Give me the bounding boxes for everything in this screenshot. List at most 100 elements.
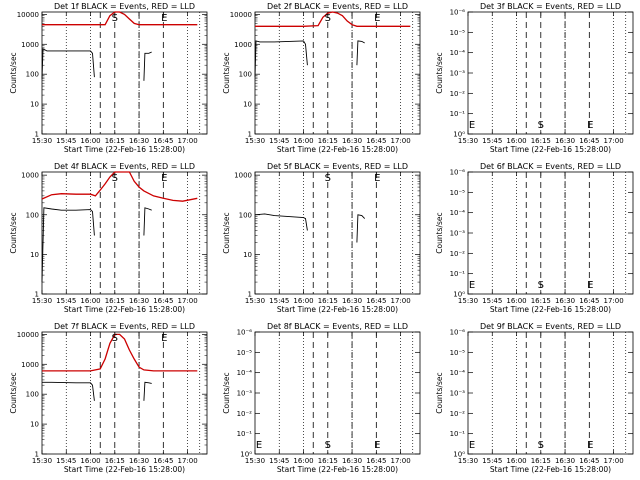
x-tick-label: 16:00	[506, 457, 526, 465]
plot-frame	[254, 11, 421, 135]
y-tick-label: 10⁻⁶	[450, 9, 466, 17]
y-axis-label: Counts/sec	[435, 52, 444, 93]
y-tick-label: 1000	[21, 172, 39, 180]
y-tick-label: 10⁻¹	[450, 110, 466, 118]
y-tick-label: 10⁻⁴	[450, 369, 466, 377]
events-series-line	[254, 213, 308, 231]
start-marker: S	[538, 280, 544, 291]
x-tick-label: 16:45	[366, 457, 386, 465]
x-tick-label: 16:15	[318, 297, 338, 305]
x-tick-label: 16:00	[80, 137, 100, 145]
x-tick-label: 16:45	[579, 457, 599, 465]
x-tick-label: 15:45	[269, 457, 289, 465]
y-tick-label: 10000	[230, 11, 252, 19]
y-tick-label: 10	[243, 251, 252, 259]
lld-series-line	[42, 333, 198, 372]
x-tick-label: 17:00	[603, 297, 623, 305]
plot-frame	[41, 331, 208, 455]
y-tick-label: 10⁻²	[237, 410, 253, 418]
y-tick-label: 1000	[21, 41, 39, 49]
x-axis-label: Start Time (22-Feb-16 15:28:00)	[64, 145, 185, 154]
y-axis-label: Counts/sec	[9, 52, 18, 93]
panel-4: Det 4f BLACK = Events, RED = LLD 15:30 15:…	[9, 162, 208, 314]
x-tick-label: 16:15	[531, 137, 551, 145]
panel-1: Det 1f BLACK = Events, RED = LLD 15:30 15:…	[9, 2, 208, 154]
panel-8: Det 8f BLACK = Events, RED = LLD 15:30 15:…	[222, 322, 421, 474]
events-series-line	[143, 381, 152, 401]
x-tick-label: 17:00	[390, 297, 410, 305]
y-tick-label: 10⁻³	[450, 390, 466, 398]
x-tick-label: 15:30	[32, 297, 52, 305]
x-tick-label: 16:30	[555, 137, 575, 145]
x-tick-label: 16:45	[153, 297, 173, 305]
edge-marker: E	[469, 280, 475, 291]
y-tick-label: 10⁻⁵	[237, 349, 253, 357]
start-marker: S	[112, 13, 118, 24]
y-axis-label: Counts/sec	[435, 372, 444, 413]
y-tick-label: 100	[26, 211, 39, 219]
panel-5: Det 5f BLACK = Events, RED = LLD 15:30 15:…	[222, 162, 421, 314]
x-tick-label: 17:00	[177, 457, 197, 465]
x-tick-label: 16:15	[318, 457, 338, 465]
y-tick-label: 100	[239, 71, 252, 79]
x-tick-label: 16:15	[318, 137, 338, 145]
start-marker: S	[112, 173, 118, 184]
x-tick-label: 16:15	[105, 457, 125, 465]
y-tick-label: 1	[35, 291, 39, 299]
x-tick-label: 15:45	[56, 137, 76, 145]
lld-series-line	[42, 11, 198, 26]
x-axis-label: Start Time (22-Feb-16 15:28:00)	[64, 465, 185, 474]
y-tick-label: 10⁰	[453, 451, 465, 459]
x-tick-label: 16:30	[342, 297, 362, 305]
panel-title: Det 3f BLACK = Events, RED = LLD	[480, 2, 621, 11]
x-tick-label: 16:30	[342, 137, 362, 145]
x-tick-label: 15:30	[245, 457, 265, 465]
lld-series-line	[41, 171, 198, 202]
y-tick-label: 10⁻³	[450, 230, 466, 238]
y-tick-label: 10	[243, 101, 252, 109]
start-marker: S	[325, 440, 331, 451]
panel-7: Det 7f BLACK = Events, RED = LLD 15:30 15:…	[9, 322, 208, 474]
x-tick-label: 16:30	[342, 457, 362, 465]
x-tick-label: 17:00	[177, 297, 197, 305]
x-axis-label: Start Time (22-Feb-16 15:28:00)	[490, 305, 611, 314]
y-tick-label: 10⁻⁴	[450, 49, 466, 57]
y-axis-label: Counts/sec	[9, 212, 18, 253]
x-tick-label: 16:15	[531, 457, 551, 465]
panel-title: Det 7f BLACK = Events, RED = LLD	[54, 322, 195, 331]
y-tick-label: 10⁻⁵	[450, 349, 466, 357]
x-tick-label: 16:30	[129, 457, 149, 465]
panel-title: Det 2f BLACK = Events, RED = LLD	[267, 2, 408, 11]
x-tick-label: 16:00	[506, 137, 526, 145]
y-tick-label: 1000	[21, 361, 39, 369]
events-series-line	[356, 40, 365, 66]
y-tick-label: 1	[35, 131, 39, 139]
x-tick-label: 16:00	[293, 297, 313, 305]
y-tick-label: 10	[30, 421, 39, 429]
plot-frame	[41, 171, 208, 295]
y-axis-label: Counts/sec	[9, 372, 18, 413]
panel-title: Det 5f BLACK = Events, RED = LLD	[267, 162, 408, 171]
y-tick-label: 100	[239, 211, 252, 219]
x-axis-label: Start Time (22-Feb-16 15:28:00)	[277, 305, 398, 314]
end-marker: E	[374, 13, 380, 24]
y-tick-label: 100	[26, 391, 39, 399]
x-tick-label: 15:45	[56, 297, 76, 305]
x-tick-label: 16:15	[105, 137, 125, 145]
x-tick-label: 15:45	[56, 457, 76, 465]
x-tick-label: 16:45	[153, 137, 173, 145]
x-tick-label: 15:45	[482, 297, 502, 305]
y-tick-label: 10⁻²	[450, 90, 466, 98]
y-tick-label: 10⁻⁵	[450, 189, 466, 197]
x-axis-label: Start Time (22-Feb-16 15:28:00)	[64, 305, 185, 314]
y-tick-label: 10⁻⁶	[450, 329, 466, 337]
plot-frame	[41, 11, 208, 135]
end-marker: E	[161, 333, 167, 344]
x-tick-label: 15:45	[269, 137, 289, 145]
y-tick-label: 10⁻⁴	[450, 209, 466, 217]
x-tick-label: 16:00	[293, 137, 313, 145]
y-tick-label: 10	[30, 101, 39, 109]
panel-title: Det 8f BLACK = Events, RED = LLD	[267, 322, 408, 331]
y-axis-label: Counts/sec	[222, 372, 231, 413]
